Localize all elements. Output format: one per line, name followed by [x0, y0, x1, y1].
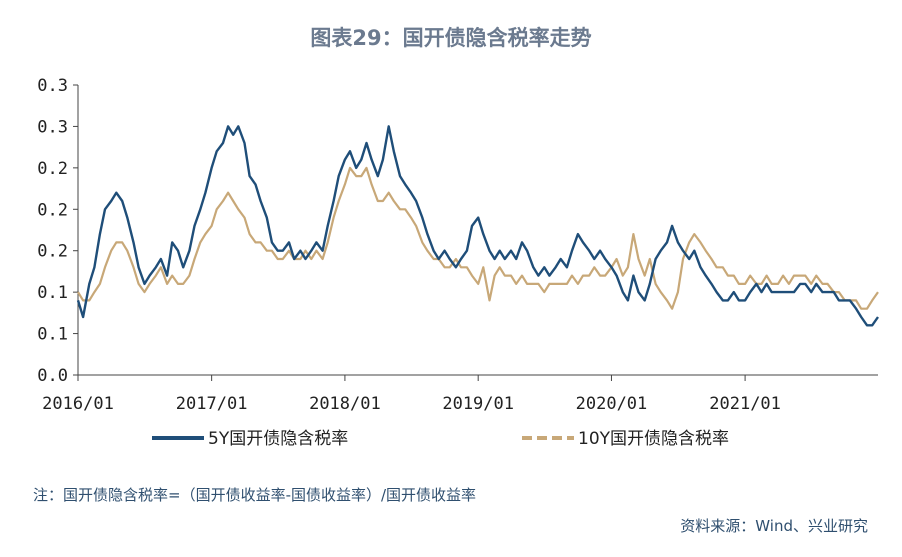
y-tick-label: 0.1 — [37, 325, 68, 345]
source-note: 资料来源：Wind、兴业研究 — [680, 517, 868, 535]
y-tick-label: 0.1 — [37, 283, 68, 303]
legend-5y-label: 5Y国开债隐含税率 — [208, 429, 348, 449]
series-lines — [76, 125, 879, 327]
y-tick-label: 0.0 — [37, 366, 68, 386]
x-tick-label: 2020/01 — [576, 394, 648, 414]
y-tick-label: 0.2 — [37, 242, 68, 262]
y-tick-label: 0.3 — [37, 117, 68, 137]
chart-title: 图表29：国开债隐含税率走势 — [310, 26, 592, 50]
series-10y-line — [77, 166, 879, 310]
y-tick-label: 0.3 — [37, 76, 68, 96]
x-tick-label: 2017/01 — [176, 394, 248, 414]
legend-10y-label: 10Y国开债隐含税率 — [578, 429, 729, 449]
series-5y-line — [76, 125, 879, 327]
axes: 0.0 0.1 0.1 0.2 0.2 0.2 0.3 0.3 2016/01 2017/01 20… — [37, 76, 878, 414]
footnote: 注：国开债隐含税率=（国开债收益率-国债收益率）/国开债收益率 — [33, 486, 477, 504]
x-tick-label: 2018/01 — [309, 394, 381, 414]
legend: 5Y国开债隐含税率 10Y国开债隐含税率 — [152, 429, 729, 449]
x-tick-label: 2016/01 — [42, 394, 114, 414]
x-tick-label: 2019/01 — [442, 394, 514, 414]
x-tick-label: 2021/01 — [709, 394, 781, 414]
y-tick-label: 0.2 — [37, 159, 68, 179]
y-tick-label: 0.2 — [37, 200, 68, 220]
